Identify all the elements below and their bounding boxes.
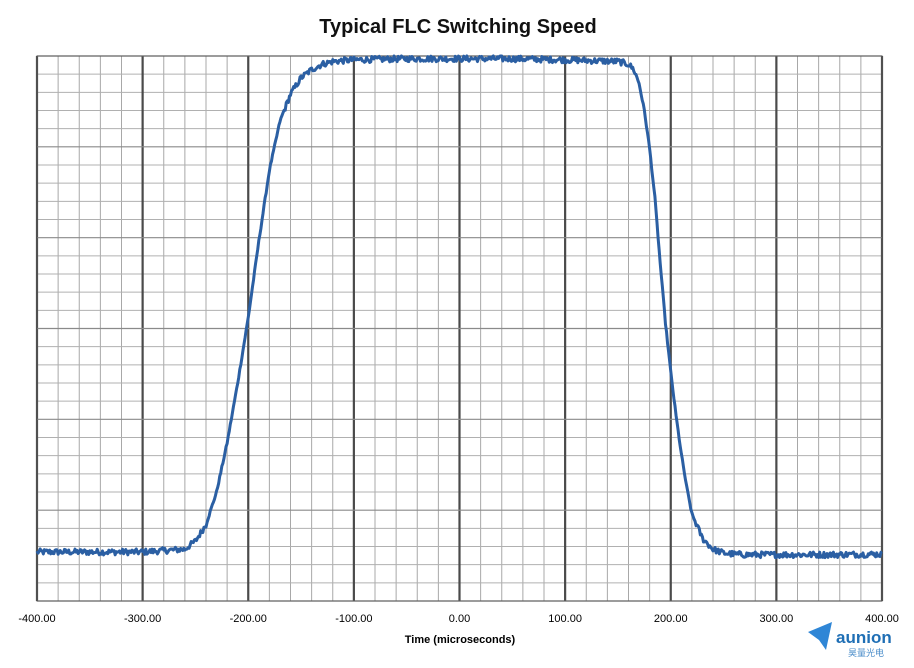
x-tick-label: 0.00	[449, 613, 470, 625]
x-tick-label: 100.00	[548, 613, 582, 625]
x-tick-label: 200.00	[654, 613, 688, 625]
chart-title: Typical FLC Switching Speed	[319, 16, 596, 38]
watermark-logo: aunion 昊量光电	[808, 622, 892, 659]
x-tick-labels: -400.00 -300.00 -200.00 -100.00 0.00 100.00 20…	[18, 613, 898, 625]
x-tick-label: 400.00	[865, 613, 899, 625]
x-tick-label: -300.00	[124, 613, 161, 625]
x-tick-label: -100.00	[335, 613, 372, 625]
watermark-brand: aunion	[836, 628, 892, 647]
series-layer	[35, 54, 883, 560]
series-line	[35, 54, 883, 560]
x-tick-label: -400.00	[18, 613, 55, 625]
x-tick-label: 300.00	[760, 613, 794, 625]
x-axis-label: Time (microseconds)	[405, 634, 516, 646]
paper-plane-icon	[808, 622, 832, 650]
x-tick-label: -200.00	[230, 613, 267, 625]
watermark-sub: 昊量光电	[848, 647, 884, 659]
